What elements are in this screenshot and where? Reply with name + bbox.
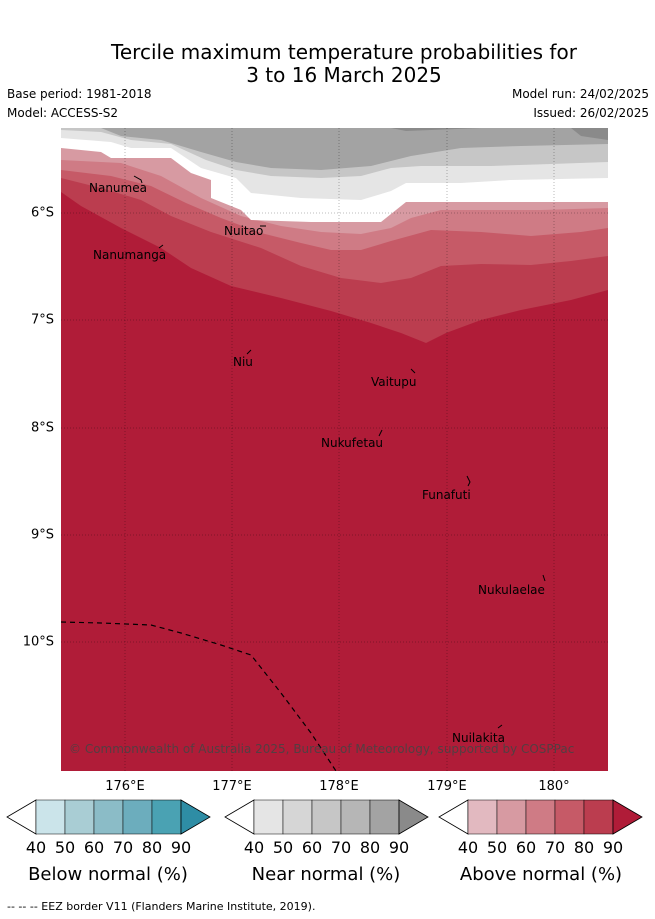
colorbar-segment — [122, 799, 153, 835]
colorbar-tick-label: 50 — [486, 838, 508, 857]
near-80-region — [101, 128, 608, 170]
title-line-2: 3 to 16 March 2025 — [246, 63, 442, 87]
y-tick-label: 7°S — [30, 312, 54, 328]
place-label: Niu — [233, 355, 253, 369]
x-tick-label: 180° — [538, 779, 570, 794]
colorbar-under-triangle — [224, 799, 255, 835]
colorbar-tick-label: 40 — [243, 838, 265, 857]
colorbar-segment — [583, 799, 614, 835]
place-label: Nanumanga — [93, 248, 167, 262]
colorbar-tick-label: 90 — [388, 838, 410, 857]
probability-map — [61, 128, 608, 771]
colorbar-over-triangle — [612, 799, 643, 835]
colorbar-tick-label: 70 — [330, 838, 352, 857]
colorbar-segment — [340, 799, 371, 835]
colorbar-tick-label: 80 — [359, 838, 381, 857]
above-normal-label: Above normal (%) — [459, 864, 623, 885]
x-tick-label: 178°E — [319, 779, 359, 794]
colorbar-under-triangle — [6, 799, 37, 835]
colorbar-segment — [282, 799, 313, 835]
colorbar-segment — [311, 799, 342, 835]
colorbar-segment — [525, 799, 556, 835]
below-normal-colorbar — [6, 799, 211, 835]
colorbar-tick-label: 90 — [170, 838, 192, 857]
model-name: Model: ACCESS-S2 — [7, 106, 119, 120]
map-title: Tercile maximum temperature probabilitie… — [0, 41, 655, 87]
colorbar-segment — [93, 799, 124, 835]
y-tick-label: 9°S — [30, 527, 54, 543]
y-tick-label: 8°S — [30, 420, 54, 436]
place-label: Funafuti — [422, 488, 471, 502]
x-tick-label: 179°E — [427, 779, 467, 794]
near-normal-colorbar — [224, 799, 429, 835]
place-label: Nukulaelae — [478, 583, 545, 597]
colorbar-segment — [496, 799, 527, 835]
colorbar-tick-label: 50 — [272, 838, 294, 857]
island-marks — [133, 175, 546, 729]
below-normal-label: Below normal (%) — [28, 864, 188, 885]
colorbar-over-triangle — [398, 799, 429, 835]
colorbar-tick-label: 80 — [573, 838, 595, 857]
colorbar-segment — [369, 799, 400, 835]
base-period: Base period: 1981-2018 — [7, 87, 152, 101]
colorbar-tick-label: 50 — [54, 838, 76, 857]
colorbar-under-triangle — [438, 799, 469, 835]
colorbar-segment — [467, 799, 498, 835]
colorbar-segment — [151, 799, 182, 835]
colorbar-tick-label: 40 — [25, 838, 47, 857]
place-label: Nukufetau — [321, 436, 384, 450]
eez-legend: -- -- -- EEZ border V11 (Flanders Marine… — [7, 900, 316, 913]
x-tick-label: 176°E — [105, 779, 145, 794]
place-label: Nuitao — [224, 224, 264, 238]
colorbar-tick-label: 80 — [141, 838, 163, 857]
y-tick-label: 6°S — [30, 205, 54, 221]
place-label: Nanumea — [89, 181, 147, 195]
issued-date: Issued: 26/02/2025 — [533, 106, 649, 120]
colorbar-tick-label: 70 — [112, 838, 134, 857]
colorbar-segment — [35, 799, 66, 835]
y-tick-label: 10°S — [22, 634, 54, 650]
copyright-credit: © Commonwealth of Australia 2025, Bureau… — [69, 742, 575, 756]
colorbar-tick-label: 60 — [301, 838, 323, 857]
colorbar-tick-label: 90 — [602, 838, 624, 857]
colorbar-tick-label: 40 — [457, 838, 479, 857]
model-run: Model run: 24/02/2025 — [511, 87, 649, 101]
colorbar-segment — [64, 799, 95, 835]
colorbar-tick-label: 60 — [83, 838, 105, 857]
colorbar-tick-label: 60 — [515, 838, 537, 857]
above-normal-colorbar — [438, 799, 643, 835]
colorbar-tick-label: 70 — [544, 838, 566, 857]
x-tick-label: 177°E — [212, 779, 252, 794]
place-label: Nuilakita — [452, 731, 505, 745]
colorbar-segment — [554, 799, 585, 835]
graticule — [61, 128, 608, 771]
eez-border — [61, 621, 337, 771]
near-normal-label: Near normal (%) — [251, 864, 401, 885]
title-line-1: Tercile maximum temperature probabilitie… — [111, 40, 577, 64]
colorbar-segment — [253, 799, 284, 835]
near-90-region — [391, 128, 608, 140]
colorbar-over-triangle — [180, 799, 211, 835]
place-label: Vaitupu — [371, 375, 417, 389]
